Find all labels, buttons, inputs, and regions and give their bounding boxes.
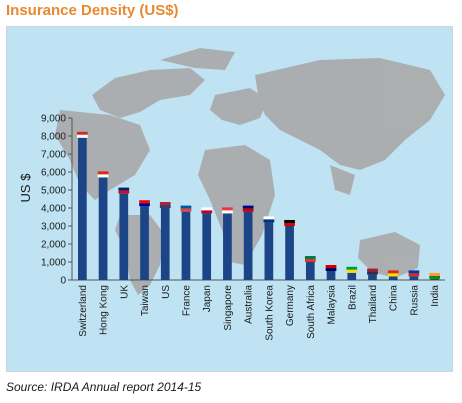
x-tick-label: China [389,285,400,312]
bar-india [430,278,439,280]
australia-flag-icon [242,205,254,212]
bar-malaysia [326,271,336,280]
y-axis-label: US $ [18,173,33,203]
japan-flag-icon [201,207,213,214]
x-tick-label: Malaysia [327,285,338,325]
bar-russia [409,276,419,280]
thailand-flag-icon [367,268,378,275]
x-tick-label: Taiwan [140,285,151,316]
uk-flag-icon [118,187,130,194]
bar-south-korea [264,222,274,280]
bar-china [388,276,398,280]
bar-thailand [368,274,377,280]
x-tick-label: Russia [409,285,420,316]
chart-title: Insurance Density (US$) [6,2,179,19]
hong-kong-flag-icon [97,171,109,178]
world-map-background [55,48,445,295]
bar-switzerland [78,137,87,280]
taiwan-flag-icon [139,200,150,207]
bar-hong-kong [98,177,108,280]
south-korea-flag-icon [263,216,275,223]
bar-uk [119,193,129,280]
y-tick-label: 7,000 [41,150,66,161]
bar-brazil [347,272,357,280]
bar-south-africa [305,262,315,280]
bars [77,131,440,280]
brazil-flag-icon [346,266,358,273]
y-tick-label: 5,000 [41,186,66,197]
x-tick-label: India [430,285,441,307]
bar-france [181,211,191,280]
x-axis-labels: Switzerland Hong Kong UK Taiwan US France Japa… [78,285,441,341]
x-tick-label: Australia [244,285,255,324]
x-tick-label: South Africa [306,285,317,339]
south-africa-flag-icon [304,256,316,262]
y-tick-label: 2,000 [41,240,66,251]
y-axis: 0 1,000 2,000 3,000 4,000 5,000 6,000 7,000 8,00… [41,114,445,287]
germany-flag-icon [284,220,295,226]
india-flag-icon [429,272,440,279]
x-tick-label: Japan [202,285,213,312]
malaysia-flag-icon [325,265,337,271]
y-tick-label: 1,000 [41,258,66,269]
x-tick-label: Switzerland [78,285,89,337]
x-tick-label: France [181,285,192,317]
source-note: Source: IRDA Annual report 2014-15 [6,380,202,394]
singapore-flag-icon [222,207,233,214]
us-flag-icon [159,202,171,208]
france-flag-icon [180,205,192,212]
bar-us [160,208,170,280]
x-tick-label: Hong Kong [99,285,110,335]
bar-australia [243,211,253,280]
x-tick-label: Singapore [223,285,234,331]
y-tick-label: 4,000 [41,204,66,215]
x-tick-label: South Korea [264,285,275,341]
x-tick-label: US [161,285,172,299]
russia-flag-icon [408,270,420,277]
x-tick-label: Thailand [368,285,379,323]
x-tick-label: Brazil [347,285,358,310]
y-tick-label: 9,000 [41,114,66,125]
switzerland-flag-icon [77,131,88,138]
bar-taiwan [140,206,149,280]
china-flag-icon [387,270,399,277]
y-tick-label: 8,000 [41,132,66,143]
y-tick-label: 3,000 [41,222,66,233]
bar-singapore [223,213,232,280]
x-tick-label: Germany [285,285,296,326]
y-tick-label: 0 [60,276,66,287]
bar-germany [285,226,294,280]
x-tick-label: UK [119,285,130,299]
y-tick-label: 6,000 [41,168,66,179]
bar-japan [202,213,212,280]
